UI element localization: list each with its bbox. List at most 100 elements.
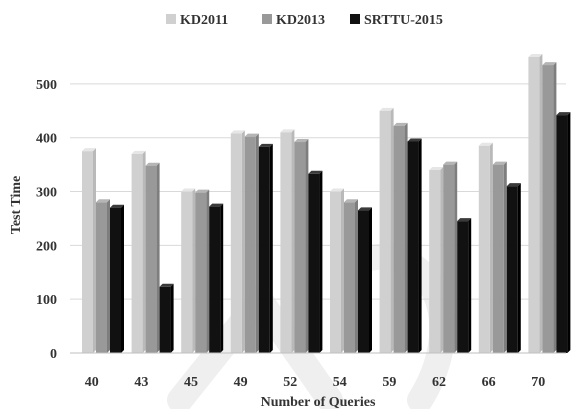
bar-front <box>379 110 391 354</box>
legend: KD2011 KD2013 SRTTU-2015 <box>166 13 443 28</box>
x-tick-label: 54 <box>333 375 347 390</box>
bar-front <box>492 164 504 353</box>
bar-kd2013-66 <box>492 161 507 353</box>
bar-side <box>291 129 295 353</box>
bar-side <box>404 122 408 354</box>
x-tick-label: 45 <box>184 375 198 390</box>
bar-kd2011-70 <box>528 54 543 353</box>
bar-front <box>294 142 306 353</box>
bar-srttu-2015-49 <box>258 143 273 353</box>
bar-side <box>319 170 323 353</box>
bar-kd2011-43 <box>131 150 146 353</box>
bar-kd2011-59 <box>379 107 394 354</box>
y-axis-ticks: 0 100 200 300 400 500 <box>36 78 57 362</box>
bar-side <box>192 188 196 353</box>
legend-item-kd2011: KD2011 <box>166 13 228 28</box>
bar-top <box>407 138 422 142</box>
bar-top <box>556 112 571 116</box>
bar-top <box>244 133 259 137</box>
bar-front <box>131 153 143 353</box>
bar-kd2013-52 <box>294 139 309 353</box>
bar-side <box>93 148 96 353</box>
bar-kd2011-54 <box>330 188 344 353</box>
bar-side <box>355 199 358 353</box>
bar-top <box>379 107 394 111</box>
bar-side <box>489 142 493 353</box>
bar-top <box>492 161 507 165</box>
bar-side <box>142 150 146 353</box>
x-tick-label: 40 <box>85 375 99 390</box>
bar-side <box>390 107 394 354</box>
bar-side <box>567 112 571 354</box>
bar-top <box>209 203 224 207</box>
bar-side <box>440 167 444 353</box>
bar-top <box>308 170 323 174</box>
bar-srttu-2015-66 <box>506 183 521 353</box>
bar-front <box>330 191 341 353</box>
bar-front <box>556 115 568 354</box>
bar-srttu-2015-45 <box>209 203 224 353</box>
x-tick-label: 66 <box>482 375 496 390</box>
legend-swatch <box>166 14 176 24</box>
bar-front <box>258 146 270 353</box>
bar-srttu-2015-54 <box>358 207 372 353</box>
bar-kd2011-45 <box>181 188 196 353</box>
x-tick-label: 49 <box>234 375 248 390</box>
bar-front <box>407 141 419 353</box>
bar-kd2011-66 <box>478 142 493 353</box>
bar-top <box>145 162 160 166</box>
bar-side <box>241 130 245 353</box>
bar-front <box>244 136 256 353</box>
bar-top <box>506 183 521 187</box>
bar-top <box>258 143 273 147</box>
bar-front <box>393 125 405 354</box>
bar-front <box>358 210 369 353</box>
bar-side <box>468 218 472 353</box>
x-tick-label: 43 <box>134 375 148 390</box>
bar-front <box>82 151 93 353</box>
bar-top <box>82 148 96 152</box>
bar-front <box>159 286 171 353</box>
bar-kd2013-62 <box>443 161 458 353</box>
bar-top <box>429 167 444 171</box>
bar-side <box>156 162 160 353</box>
legend-label: SRTTU-2015 <box>364 13 443 28</box>
bar-side <box>503 161 507 353</box>
y-tick-label: 100 <box>36 293 57 308</box>
legend-item-srttu-2015: SRTTU-2015 <box>350 13 443 28</box>
bar-top <box>131 150 146 154</box>
bar-kd2013-70 <box>542 62 557 354</box>
x-tick-label: 62 <box>432 375 446 390</box>
x-tick-label: 59 <box>382 375 396 390</box>
bar-front <box>96 202 107 353</box>
legend-item-kd2013: KD2013 <box>262 13 325 28</box>
bar-front <box>181 191 193 353</box>
bar-top <box>457 218 472 222</box>
bar-top <box>393 122 408 126</box>
bar-side <box>305 139 309 353</box>
bar-side <box>539 54 543 353</box>
bar-top <box>280 129 295 133</box>
y-tick-label: 500 <box>36 78 57 93</box>
bar-side <box>170 283 174 353</box>
bar-front <box>280 132 292 353</box>
y-axis-title: Test Time <box>9 176 24 234</box>
bar-front <box>195 192 207 353</box>
bar-kd2011-62 <box>429 167 444 353</box>
bar-top <box>443 161 458 165</box>
bar-front <box>528 57 540 353</box>
bar-side <box>369 207 372 353</box>
y-tick-label: 400 <box>36 132 57 147</box>
bar-side <box>418 138 422 353</box>
bar-side <box>107 199 110 353</box>
bar-side <box>121 204 124 353</box>
bar-front <box>478 145 490 353</box>
bar-side <box>341 188 344 353</box>
bar-top <box>542 62 557 66</box>
x-axis-title: Number of Queries <box>261 395 376 409</box>
bar-front <box>344 202 355 353</box>
bar-top <box>294 139 309 143</box>
bar-top <box>230 130 245 134</box>
bar-top <box>478 142 493 146</box>
bar-top <box>358 207 372 211</box>
